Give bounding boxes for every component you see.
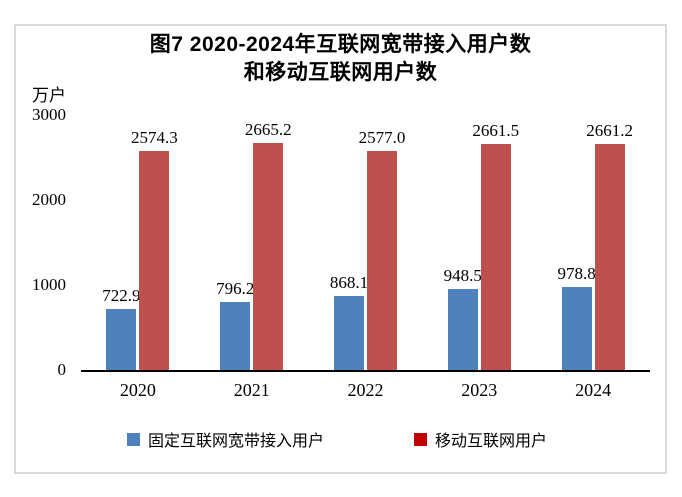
bar-mobile-internet-users-2024: 2661.2	[586, 121, 633, 370]
bar-value-label: 868.1	[329, 273, 369, 293]
bar-value-label: 2665.2	[244, 120, 292, 140]
x-axis-label-2020: 2020	[119, 380, 156, 400]
chart-frame: 图7 2020-2024年互联网宽带接入用户数 和移动互联网用户数 万户 300…	[14, 24, 667, 474]
bar-group-2022: 868.1 2577.0	[309, 115, 423, 370]
legend-item-fixed-broadband-users: 固定互联网宽带接入用户	[127, 428, 324, 450]
x-axis-labels: 2020 2021 2022 2023 2024	[81, 380, 650, 401]
bar-fixed-broadband-users-2023: 948.5	[444, 266, 482, 370]
y-axis-tick-label: 3000	[32, 105, 66, 124]
legend: 固定互联网宽带接入用户 移动互联网用户	[16, 428, 665, 452]
bar-mobile-internet-users-2020: 2574.3	[131, 128, 178, 370]
bar-fixed-broadband-users-2020: 722.9	[102, 286, 141, 370]
y-axis-tick-label: 0	[57, 360, 67, 379]
y-axis-tick-label: 1000	[32, 275, 66, 294]
bar-value-label: 2577.0	[358, 127, 406, 147]
bar-value-label: 2574.3	[131, 128, 178, 148]
bar-group-2021: 796.2 2665.2	[195, 115, 309, 370]
bar-value-label: 2661.2	[586, 120, 633, 140]
legend-marker-mobile-internet-users	[414, 432, 427, 446]
bar-value-label: 796.2	[216, 279, 255, 299]
plot-area: 722.9 2574.3 796.2 2665.2 868.1 2577.0 948.5 26…	[81, 115, 650, 370]
bar-group-2020: 722.9 2574.3	[81, 115, 195, 370]
x-axis-label-2023: 2023	[461, 380, 498, 400]
bar-value-label: 948.5	[443, 266, 482, 286]
bar-mobile-internet-users-2021: 2665.2	[245, 120, 292, 370]
bar-mobile-internet-users-2022: 2577.0	[359, 128, 405, 370]
x-axis-label-2022: 2022	[347, 380, 384, 400]
chart-title-line2: 和移动互联网用户数	[243, 61, 438, 84]
legend-marker-fixed-broadband-users	[127, 432, 140, 446]
bar-value-label: 722.9	[102, 285, 141, 305]
chart-title-line1: 图7 2020-2024年互联网宽带接入用户数	[149, 33, 532, 56]
bar-fixed-broadband-users-2021: 796.2	[216, 279, 254, 370]
bar-value-label: 978.8	[557, 263, 596, 283]
bar-fixed-broadband-users-2022: 868.1	[330, 273, 368, 370]
x-axis-label-2021: 2021	[233, 380, 270, 400]
legend-label: 移动互联网用户	[435, 433, 548, 450]
x-axis-label-2024: 2024	[575, 380, 612, 400]
bar-fixed-broadband-users-2024: 978.8	[557, 264, 596, 370]
x-axis-line	[81, 370, 650, 372]
chart-title: 图7 2020-2024年互联网宽带接入用户数 和移动互联网用户数	[16, 31, 665, 87]
bar-group-2023: 948.5 2661.5	[422, 115, 536, 370]
y-axis-tick-label: 2000	[32, 190, 66, 209]
legend-label: 固定互联网宽带接入用户	[148, 433, 325, 450]
legend-item-mobile-internet-users: 移动互联网用户	[414, 428, 547, 450]
bar-mobile-internet-users-2023: 2661.5	[472, 121, 519, 370]
y-axis-unit-label: 万户	[32, 86, 66, 105]
y-axis-tick-labels: 3000 2000 1000 0	[16, 106, 66, 379]
bar-group-2024: 978.8 2661.2	[536, 115, 650, 370]
bar-value-label: 2661.5	[472, 120, 520, 140]
